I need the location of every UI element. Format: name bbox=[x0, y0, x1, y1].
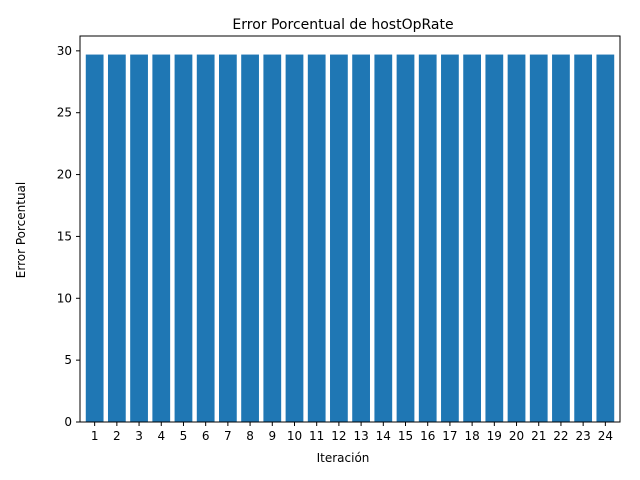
bar-16 bbox=[418, 54, 437, 423]
bar-7 bbox=[218, 54, 237, 423]
bar-10 bbox=[285, 54, 304, 423]
bar-17 bbox=[441, 54, 459, 423]
bar-9 bbox=[263, 54, 282, 423]
bar-20 bbox=[507, 54, 526, 423]
bar-24 bbox=[596, 54, 615, 423]
y-tick-label: 25 bbox=[57, 106, 72, 120]
bar-1 bbox=[85, 54, 104, 423]
x-tick-label: 10 bbox=[287, 429, 302, 443]
y-tick-label: 5 bbox=[64, 353, 72, 367]
x-tick-label: 14 bbox=[376, 429, 391, 443]
bar-12 bbox=[330, 54, 348, 423]
x-tick-label: 2 bbox=[113, 429, 121, 443]
bar-21 bbox=[529, 54, 548, 423]
bar-8 bbox=[241, 54, 259, 423]
x-tick-label: 9 bbox=[268, 429, 276, 443]
x-tick-label: 21 bbox=[531, 429, 546, 443]
bar-13 bbox=[352, 54, 370, 423]
y-tick-label: 15 bbox=[57, 229, 72, 243]
x-tick-label: 4 bbox=[157, 429, 165, 443]
x-tick-label: 7 bbox=[224, 429, 232, 443]
y-axis-label: Error Porcentual bbox=[14, 182, 28, 278]
bar-5 bbox=[174, 54, 193, 423]
x-tick-label: 24 bbox=[598, 429, 613, 443]
y-tick-label: 0 bbox=[64, 415, 72, 429]
bar-15 bbox=[396, 54, 415, 423]
x-tick-label: 11 bbox=[309, 429, 324, 443]
x-tick-label: 1 bbox=[91, 429, 99, 443]
x-tick-label: 13 bbox=[353, 429, 368, 443]
bar-6 bbox=[196, 54, 215, 423]
bar-19 bbox=[485, 54, 504, 423]
x-tick-label: 15 bbox=[398, 429, 413, 443]
x-tick-label: 3 bbox=[135, 429, 143, 443]
x-tick-label: 5 bbox=[180, 429, 188, 443]
plot-frame bbox=[79, 35, 621, 423]
bar-2 bbox=[107, 54, 126, 423]
bars-group bbox=[85, 54, 615, 423]
x-tick-label: 23 bbox=[576, 429, 591, 443]
x-tick-label: 8 bbox=[246, 429, 254, 443]
x-tick-label: 22 bbox=[553, 429, 568, 443]
bar-18 bbox=[463, 54, 482, 423]
x-axis-ticks: 1 2 3 4 5 6 7 8 9 10 11 12 13 14 15 16 17 18 19 20 21 22 23 24 bbox=[91, 422, 613, 443]
x-tick-label: 18 bbox=[464, 429, 479, 443]
bar-23 bbox=[574, 54, 593, 423]
bar-11 bbox=[307, 54, 326, 423]
bar-3 bbox=[130, 54, 148, 423]
bar-4 bbox=[152, 54, 171, 423]
y-tick-label: 10 bbox=[57, 291, 72, 305]
x-tick-label: 6 bbox=[202, 429, 210, 443]
y-tick-label: 20 bbox=[57, 168, 72, 182]
x-tick-label: 16 bbox=[420, 429, 435, 443]
x-tick-label: 12 bbox=[331, 429, 346, 443]
x-tick-label: 19 bbox=[487, 429, 502, 443]
x-tick-label: 20 bbox=[509, 429, 524, 443]
x-tick-label: 17 bbox=[442, 429, 457, 443]
bar-22 bbox=[552, 54, 570, 423]
y-tick-label: 30 bbox=[57, 44, 72, 58]
bar-14 bbox=[374, 54, 393, 423]
y-axis-ticks: 0 5 10 15 20 25 30 bbox=[57, 44, 80, 429]
x-axis-label: Iteración bbox=[317, 451, 370, 465]
chart-title: Error Porcentual de hostOpRate bbox=[232, 17, 453, 33]
